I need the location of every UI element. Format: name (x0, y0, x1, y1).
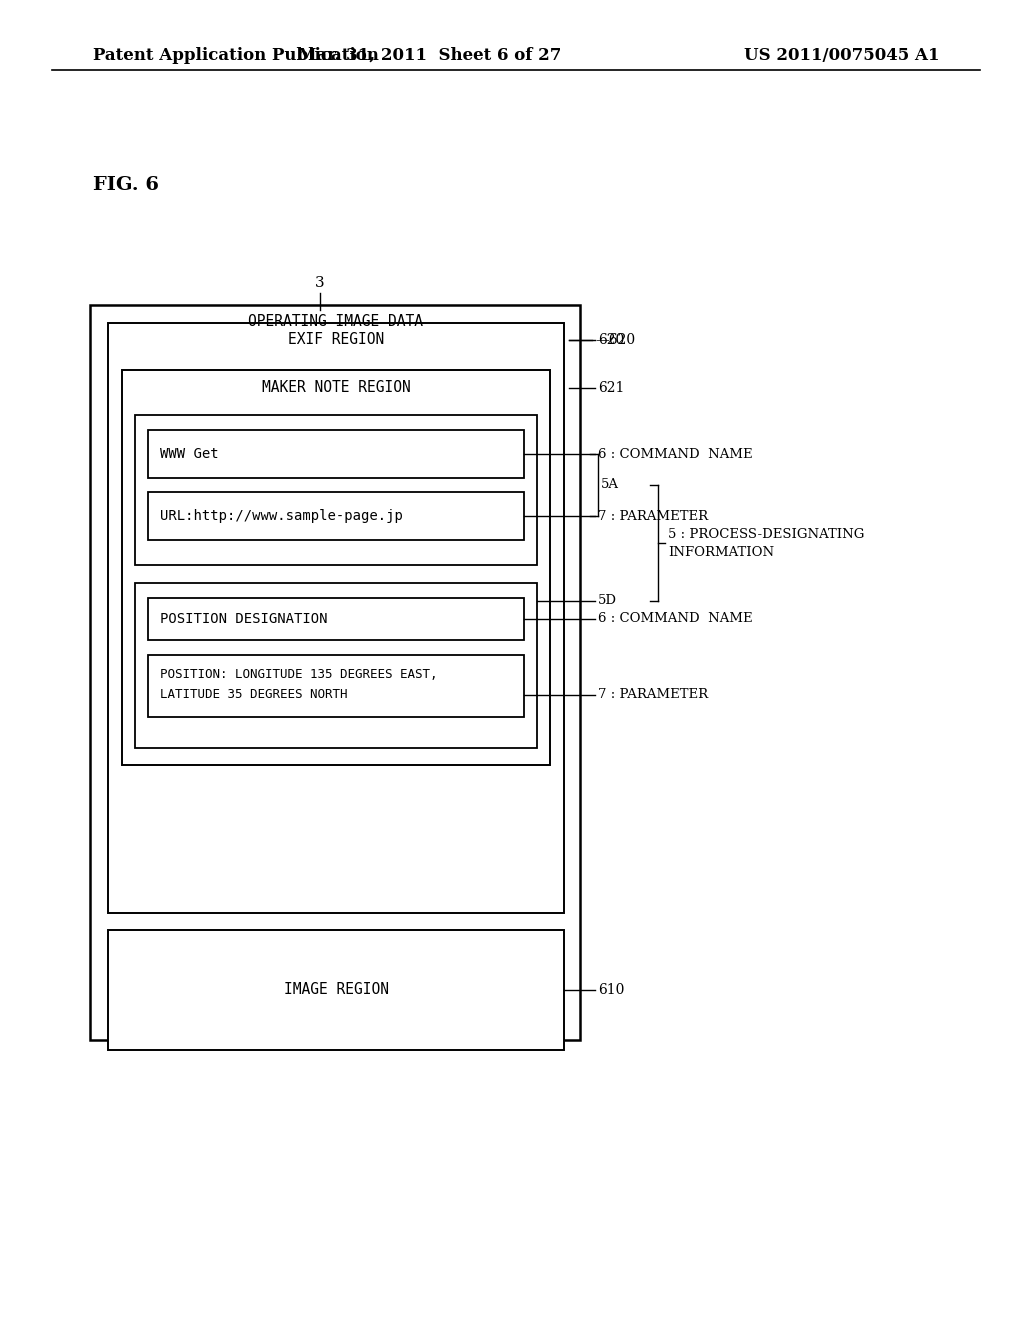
Bar (90, 305, 580, 1040)
Text: Mar. 31, 2011  Sheet 6 of 27: Mar. 31, 2011 Sheet 6 of 27 (298, 46, 562, 63)
Text: POSITION DESIGNATION: POSITION DESIGNATION (160, 612, 328, 626)
Text: IMAGE REGION: IMAGE REGION (284, 982, 388, 998)
Text: MAKER NOTE REGION: MAKER NOTE REGION (261, 380, 411, 396)
Bar (148, 430, 524, 478)
Bar (148, 598, 524, 640)
Text: 5D: 5D (598, 594, 617, 607)
Bar (108, 931, 564, 1049)
Text: Patent Application Publication: Patent Application Publication (93, 46, 379, 63)
Text: EXIF REGION: EXIF REGION (288, 333, 384, 347)
Text: WWW Get: WWW Get (160, 447, 219, 461)
Text: 7 : PARAMETER: 7 : PARAMETER (598, 510, 709, 523)
Text: POSITION: LONGITUDE 135 DEGREES EAST,: POSITION: LONGITUDE 135 DEGREES EAST, (160, 668, 437, 681)
Text: 6 : COMMAND  NAME: 6 : COMMAND NAME (598, 447, 753, 461)
Text: 610: 610 (598, 983, 625, 997)
Text: URL:http://www.sample-page.jp: URL:http://www.sample-page.jp (160, 510, 402, 523)
Text: 5 : PROCESS-DESIGNATING: 5 : PROCESS-DESIGNATING (668, 528, 864, 541)
Text: OPERATING IMAGE DATA: OPERATING IMAGE DATA (248, 314, 423, 330)
Bar (148, 655, 524, 717)
Bar (148, 492, 524, 540)
Text: FIG. 6: FIG. 6 (93, 176, 159, 194)
Bar (122, 370, 550, 766)
Text: 6 : COMMAND  NAME: 6 : COMMAND NAME (598, 612, 753, 626)
Text: —620: —620 (595, 333, 635, 347)
Text: 621: 621 (598, 381, 625, 395)
Text: 3: 3 (315, 276, 325, 290)
Text: 5A: 5A (601, 479, 618, 491)
Text: INFORMATION: INFORMATION (668, 546, 774, 560)
Text: US 2011/0075045 A1: US 2011/0075045 A1 (744, 46, 940, 63)
Text: LATITUDE 35 DEGREES NORTH: LATITUDE 35 DEGREES NORTH (160, 689, 347, 701)
Text: 620: 620 (598, 333, 625, 347)
Bar (108, 323, 564, 913)
Bar (135, 583, 537, 748)
Text: 7 : PARAMETER: 7 : PARAMETER (598, 689, 709, 701)
Bar (135, 414, 537, 565)
